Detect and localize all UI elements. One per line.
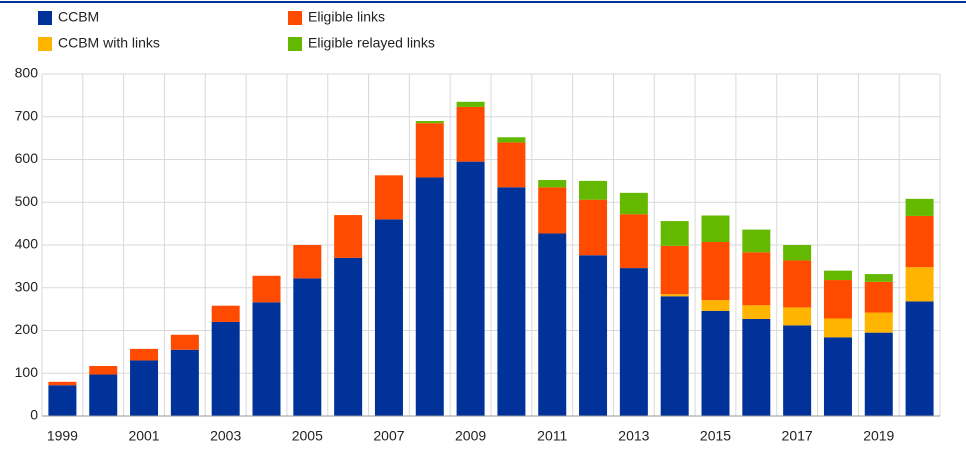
bar-segment (252, 275, 281, 303)
y-tick-label: 400 (15, 236, 39, 252)
x-tick-label: 2015 (700, 428, 731, 444)
bar-segment (864, 281, 893, 313)
bar-segment (905, 301, 934, 416)
y-tick-label: 600 (15, 150, 39, 166)
bar-segment (864, 332, 893, 416)
x-tick-label: 2003 (210, 428, 241, 444)
bar-segment (823, 337, 852, 416)
bar-segment (456, 106, 485, 162)
bar-segment (456, 101, 485, 107)
bar-segment (905, 267, 934, 302)
bar-segment (456, 161, 485, 416)
bar-segment (619, 192, 648, 215)
legend-swatch (288, 11, 302, 25)
x-tick-label: 2017 (782, 428, 813, 444)
bar-segment (211, 305, 240, 322)
bar-segment (823, 270, 852, 281)
bar-segment (130, 360, 159, 416)
bar-segment (293, 278, 322, 416)
bar-segment (864, 312, 893, 333)
bar-segment (579, 180, 608, 200)
x-tick-label: 2009 (455, 428, 486, 444)
legend-label: CCBM with links (58, 35, 160, 51)
bar-segment (497, 142, 526, 188)
bar-segment (742, 252, 771, 306)
x-tick-label: 2007 (373, 428, 404, 444)
bar-segment (374, 219, 403, 416)
y-tick-label: 0 (30, 407, 38, 423)
bar-segment (783, 260, 812, 308)
x-tick-label: 2019 (863, 428, 894, 444)
legend-label: Eligible relayed links (308, 35, 435, 51)
bar-segment (415, 177, 444, 416)
bar-segment (415, 121, 444, 124)
x-tick-label: 2005 (292, 428, 323, 444)
y-tick-label: 200 (15, 321, 39, 337)
bar-segment (905, 198, 934, 216)
legend-label: Eligible links (308, 9, 385, 25)
bar-segment (864, 274, 893, 282)
bar-segment (660, 245, 689, 295)
bar-segment (823, 280, 852, 319)
bar-segment (783, 325, 812, 416)
y-tick-label: 300 (15, 278, 39, 294)
x-tick-label: 2001 (128, 428, 159, 444)
bar-segment (374, 175, 403, 220)
bar-segment (619, 268, 648, 416)
x-tick-label: 2011 (537, 428, 567, 444)
bar-segment (742, 229, 771, 253)
bar-segment (742, 318, 771, 416)
bar-segment (660, 296, 689, 416)
bar-segment (170, 334, 199, 350)
bar-segment (252, 302, 281, 416)
x-tick-label: 1999 (47, 428, 78, 444)
y-tick-label: 100 (15, 364, 39, 380)
bar-segment (170, 349, 199, 416)
legend-swatch (38, 37, 52, 51)
bar-segment (619, 214, 648, 269)
bar-segment (130, 348, 159, 361)
legend-swatch (38, 11, 52, 25)
y-tick-label: 800 (15, 65, 39, 81)
bar-segment (211, 321, 240, 416)
bar-segment (742, 305, 771, 319)
bar-segment (783, 245, 812, 261)
bar-segment (538, 233, 567, 416)
y-tick-label: 700 (15, 107, 39, 123)
bar-segment (89, 365, 118, 375)
bar-segment (783, 307, 812, 326)
bar-segment (579, 199, 608, 256)
bar-segment (48, 381, 77, 386)
bar-segment (823, 318, 852, 338)
bar-segment (660, 221, 689, 246)
bar-segment (579, 255, 608, 416)
bar-segment (497, 187, 526, 416)
bar-segment (89, 374, 118, 416)
bar-segment (538, 187, 567, 234)
bar-segment (334, 257, 363, 416)
bar-segment (701, 215, 730, 243)
legend-swatch (288, 37, 302, 51)
bar-segment (293, 245, 322, 279)
legend-label: CCBM (58, 9, 99, 25)
bar-segment (660, 294, 689, 297)
x-tick-label: 2013 (618, 428, 649, 444)
y-tick-label: 500 (15, 193, 39, 209)
bar-segment (497, 137, 526, 143)
bar-segment (701, 300, 730, 311)
bar-segment (701, 242, 730, 301)
bar-segment (48, 385, 77, 416)
bar-segment (415, 123, 444, 178)
bar-segment (538, 180, 567, 188)
bar-segment (334, 215, 363, 258)
bar-segment (701, 310, 730, 416)
bar-segment (905, 215, 934, 268)
